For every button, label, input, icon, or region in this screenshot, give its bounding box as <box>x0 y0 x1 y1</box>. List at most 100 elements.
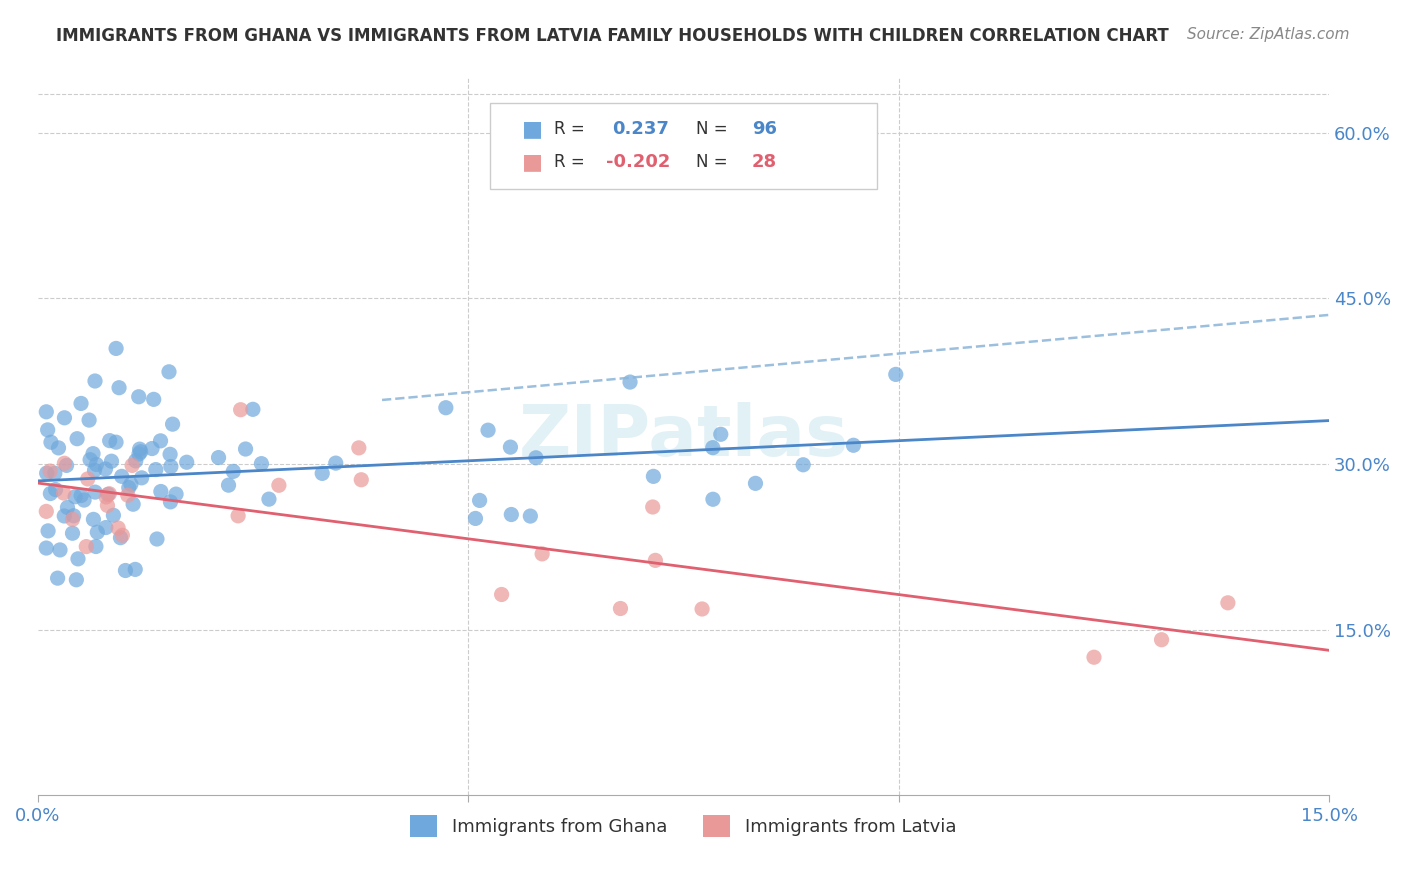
Immigrants from Ghana <box>53 410 76 425</box>
Immigrants from Ghana <box>65 573 87 587</box>
Immigrants from Ghana <box>710 427 733 442</box>
Immigrants from Latvia <box>53 456 76 470</box>
Immigrants from Latvia <box>98 487 121 501</box>
Immigrants from Latvia <box>226 508 249 523</box>
Immigrants from Ghana <box>108 381 131 395</box>
Immigrants from Ghana <box>118 481 141 495</box>
Immigrants from Ghana <box>884 368 907 382</box>
Immigrants from Ghana <box>162 417 184 432</box>
Text: R =: R = <box>554 120 591 138</box>
Immigrants from Ghana <box>325 456 347 470</box>
Immigrants from Ghana <box>37 423 59 437</box>
Immigrants from Ghana <box>524 450 547 465</box>
Immigrants from Ghana <box>56 500 79 515</box>
Immigrants from Ghana <box>84 485 107 500</box>
Immigrants from Ghana <box>100 454 122 468</box>
Immigrants from Ghana <box>105 342 128 356</box>
Immigrants from Latvia <box>117 488 139 502</box>
Immigrants from Ghana <box>49 543 72 558</box>
Immigrants from Latvia <box>1083 650 1105 665</box>
Immigrants from Ghana <box>84 540 107 554</box>
Immigrants from Latvia <box>62 512 84 526</box>
Immigrants from Ghana <box>499 440 522 454</box>
Immigrants from Ghana <box>149 434 172 448</box>
Immigrants from Ghana <box>128 447 150 461</box>
Immigrants from Ghana <box>477 423 499 437</box>
Immigrants from Ghana <box>66 552 89 566</box>
Immigrants from Ghana <box>643 469 665 483</box>
Immigrants from Ghana <box>114 564 136 578</box>
Immigrants from Latvia <box>531 547 554 561</box>
Immigrants from Latvia <box>96 499 118 513</box>
Immigrants from Ghana <box>842 438 865 452</box>
Immigrants from Ghana <box>73 493 96 508</box>
Immigrants from Ghana <box>110 531 132 545</box>
Immigrants from Ghana <box>124 562 146 576</box>
Immigrants from Ghana <box>35 466 58 480</box>
Immigrants from Ghana <box>48 441 70 455</box>
Immigrants from Ghana <box>157 365 180 379</box>
Immigrants from Ghana <box>55 458 77 473</box>
Immigrants from Ghana <box>468 493 491 508</box>
Immigrants from Ghana <box>63 490 86 504</box>
Immigrants from Ghana <box>79 452 101 467</box>
Immigrants from Ghana <box>105 435 128 450</box>
Immigrants from Ghana <box>45 483 67 497</box>
Text: N =: N = <box>696 120 733 138</box>
Immigrants from Ghana <box>83 463 105 477</box>
Immigrants from Ghana <box>141 442 163 456</box>
Immigrants from Ghana <box>159 495 181 509</box>
Immigrants from Latvia <box>35 504 58 518</box>
Immigrants from Latvia <box>491 587 513 601</box>
Immigrants from Ghana <box>98 434 121 448</box>
Immigrants from Ghana <box>702 441 724 455</box>
Immigrants from Latvia <box>609 601 631 615</box>
Immigrants from Ghana <box>619 375 641 389</box>
Immigrants from Ghana <box>94 462 117 476</box>
Immigrants from Ghana <box>122 497 145 511</box>
Text: R =: R = <box>554 153 591 171</box>
Immigrants from Latvia <box>75 540 97 554</box>
Immigrants from Ghana <box>111 469 134 483</box>
Immigrants from Ghana <box>165 487 187 501</box>
Immigrants from Latvia <box>96 490 118 504</box>
Immigrants from Latvia <box>350 473 373 487</box>
Text: ■: ■ <box>522 120 543 139</box>
Immigrants from Ghana <box>149 484 172 499</box>
Immigrants from Ghana <box>120 477 142 491</box>
Text: 28: 28 <box>752 153 778 171</box>
Immigrants from Latvia <box>1150 632 1173 647</box>
Immigrants from Latvia <box>111 528 134 542</box>
Immigrants from Ghana <box>702 492 724 507</box>
Immigrants from Latvia <box>229 402 252 417</box>
Immigrants from Ghana <box>257 492 280 507</box>
Immigrants from Ghana <box>744 476 766 491</box>
Immigrants from Ghana <box>146 532 169 546</box>
Legend: Immigrants from Ghana, Immigrants from Latvia: Immigrants from Ghana, Immigrants from L… <box>404 807 963 844</box>
Immigrants from Ghana <box>39 435 62 450</box>
Immigrants from Ghana <box>62 508 84 523</box>
Immigrants from Ghana <box>70 489 93 503</box>
Immigrants from Ghana <box>434 401 457 415</box>
Immigrants from Ghana <box>207 450 229 465</box>
Immigrants from Ghana <box>62 526 84 541</box>
Immigrants from Latvia <box>641 500 664 514</box>
Immigrants from Ghana <box>86 458 108 472</box>
Immigrants from Ghana <box>103 508 125 523</box>
Immigrants from Ghana <box>464 511 486 525</box>
Immigrants from Ghana <box>160 459 183 474</box>
Immigrants from Latvia <box>267 478 290 492</box>
Immigrants from Ghana <box>125 454 148 468</box>
Immigrants from Ghana <box>792 458 814 472</box>
Immigrants from Ghana <box>145 462 167 476</box>
Immigrants from Latvia <box>39 464 62 478</box>
Immigrants from Ghana <box>44 467 66 481</box>
Immigrants from Ghana <box>129 444 152 458</box>
Immigrants from Latvia <box>690 602 713 616</box>
Immigrants from Ghana <box>86 525 108 540</box>
Immigrants from Ghana <box>218 478 240 492</box>
Immigrants from Ghana <box>35 541 58 555</box>
Text: IMMIGRANTS FROM GHANA VS IMMIGRANTS FROM LATVIA FAMILY HOUSEHOLDS WITH CHILDREN : IMMIGRANTS FROM GHANA VS IMMIGRANTS FROM… <box>56 27 1168 45</box>
Immigrants from Latvia <box>644 553 666 567</box>
Immigrants from Latvia <box>1216 596 1239 610</box>
